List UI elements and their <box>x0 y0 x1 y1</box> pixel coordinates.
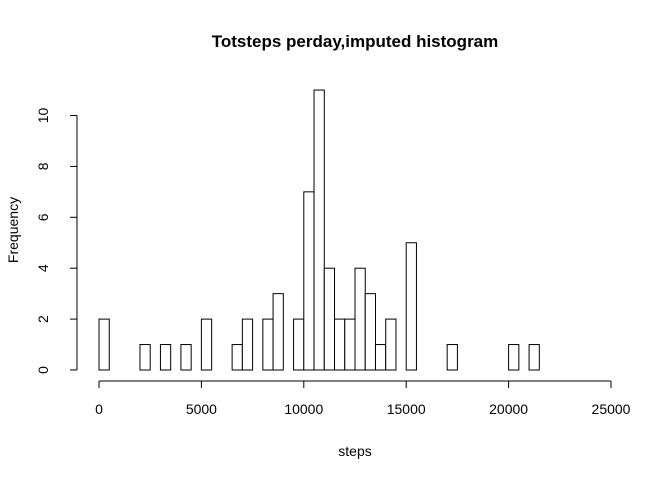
histogram-bar <box>508 344 520 371</box>
histogram-bar <box>364 293 376 371</box>
y-tick-label: 6 <box>35 213 51 221</box>
x-tick-label: 5000 <box>186 401 217 417</box>
x-tick-label: 15000 <box>387 401 426 417</box>
histogram-bar <box>385 318 397 371</box>
y-tick-label: 10 <box>35 108 51 124</box>
x-tick-label: 20000 <box>489 401 528 417</box>
x-axis: 0 5000 10000 15000 20000 25000 <box>95 380 631 417</box>
histogram-bar <box>180 344 192 371</box>
histogram-bar <box>231 344 243 371</box>
x-tick-label: 25000 <box>592 401 631 417</box>
histogram-bar <box>323 267 336 371</box>
histogram-bar <box>528 344 540 371</box>
y-tick-label: 0 <box>35 366 51 374</box>
histogram-bars <box>98 89 540 371</box>
y-tick-label: 2 <box>35 315 51 323</box>
histogram-bar <box>241 318 254 371</box>
x-tick-label: 0 <box>95 401 103 417</box>
x-tick-label: 10000 <box>284 401 323 417</box>
x-axis-label: steps <box>338 443 371 459</box>
histogram-bar <box>272 293 284 371</box>
histogram-bar <box>354 267 366 371</box>
histogram-bar <box>313 89 325 371</box>
histogram-bar <box>374 344 387 371</box>
histogram-bar <box>200 318 213 371</box>
y-tick-label: 8 <box>35 162 51 170</box>
histogram-bar <box>262 318 274 371</box>
histogram-bar <box>293 318 305 371</box>
histogram-bar <box>446 344 458 371</box>
histogram-bar <box>405 242 417 371</box>
histogram-bar <box>98 318 110 371</box>
histogram-bar <box>139 344 151 371</box>
y-axis-label: Frequency <box>5 197 21 263</box>
histogram-bar <box>344 318 356 371</box>
chart-title: Totsteps perday,imputed histogram <box>212 32 499 51</box>
histogram-bar <box>303 191 315 371</box>
histogram-bar <box>159 344 172 371</box>
y-axis: 0 2 4 6 8 10 <box>35 108 78 374</box>
histogram-bar <box>334 318 346 371</box>
y-tick-label: 4 <box>35 264 51 272</box>
